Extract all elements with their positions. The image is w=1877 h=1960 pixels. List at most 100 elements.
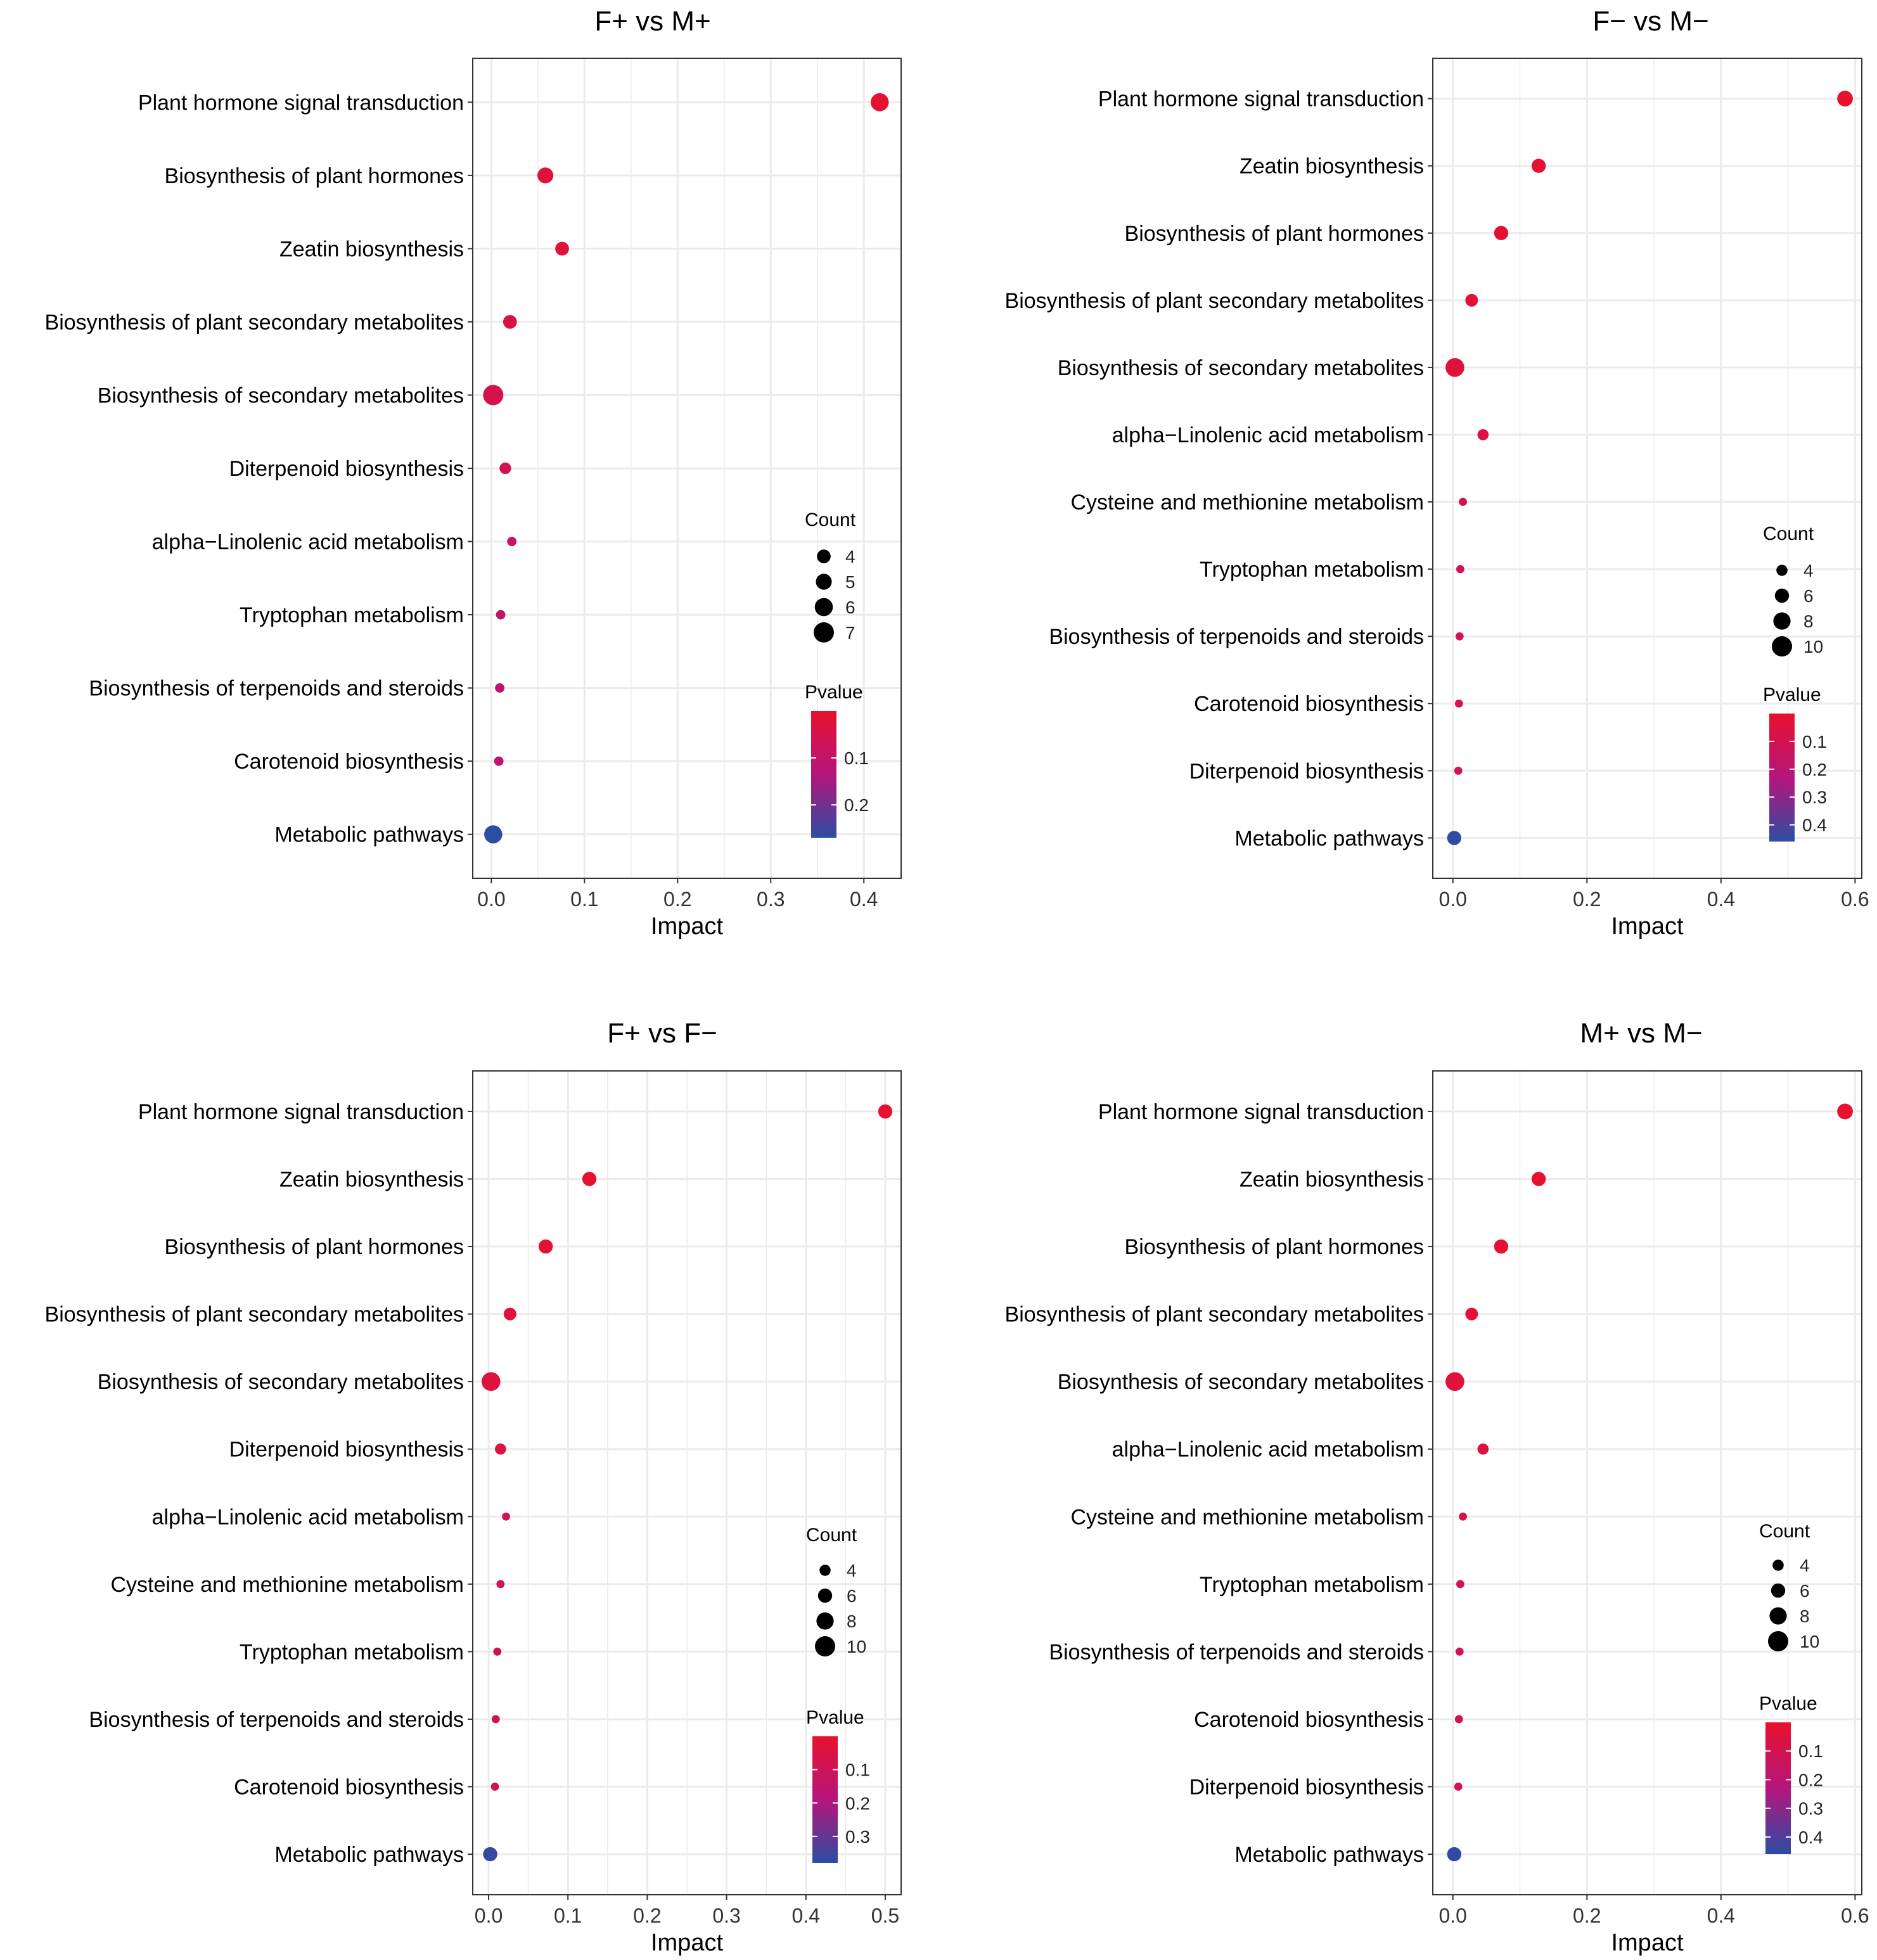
y-tick-label-carotenoid-biosynthesis: Carotenoid biosynthesis xyxy=(1194,1708,1424,1732)
y-tick-label-tryptophan-metabolism: Tryptophan metabolism xyxy=(240,1640,464,1664)
legend-count-dot xyxy=(1772,636,1792,657)
legend-count-dot xyxy=(814,598,833,617)
y-tick-label-alpha-linolenic-acid-metabolism: alpha−Linolenic acid metabolism xyxy=(1112,423,1424,447)
legend-count-label: 8 xyxy=(847,1611,857,1631)
y-tick-label-cysteine-and-methionine-metabolism: Cysteine and methionine metabolism xyxy=(1070,1505,1424,1529)
y-tick-label-diterpenoid-biosynthesis: Diterpenoid biosynthesis xyxy=(1189,759,1424,783)
y-tick-label-plant-hormone-signal-transduction: Plant hormone signal transduction xyxy=(138,91,464,115)
x-axis-title: Impact xyxy=(651,913,723,940)
x-axis-title: Impact xyxy=(1611,913,1683,940)
legend-count-dot xyxy=(817,1588,833,1603)
y-tick-label-biosynthesis-of-plant-secondary-metabolites: Biosynthesis of plant secondary metaboli… xyxy=(1005,1303,1424,1327)
y-tick-label-diterpenoid-biosynthesis: Diterpenoid biosynthesis xyxy=(229,1438,464,1462)
point-carotenoid-biosynthesis xyxy=(494,756,504,766)
point-biosynthesis-of-secondary-metabolites xyxy=(483,385,504,406)
y-tick-label-metabolic-pathways: Metabolic pathways xyxy=(1234,1843,1424,1867)
point-diterpenoid-biosynthesis xyxy=(1454,766,1463,775)
legend-count-title: Count xyxy=(1759,1521,1810,1542)
y-tick-label-biosynthesis-of-plant-hormones: Biosynthesis of plant hormones xyxy=(1125,222,1424,246)
legend-count-label: 8 xyxy=(1800,1606,1810,1626)
point-plant-hormone-signal-transduction xyxy=(1837,1103,1853,1120)
legend-count-dot xyxy=(819,1565,831,1576)
point-diterpenoid-biosynthesis xyxy=(495,1443,506,1455)
legend-pvalue-title: Pvalue xyxy=(805,682,863,703)
legend-count-label: 6 xyxy=(1800,1581,1810,1601)
point-diterpenoid-biosynthesis xyxy=(499,462,511,475)
legend-count-label: 5 xyxy=(845,572,855,592)
panel-f-plus-vs-m-plus: F+ vs M+ Plant hormone signal transductio… xyxy=(45,6,902,940)
y-tick-label-carotenoid-biosynthesis: Carotenoid biosynthesis xyxy=(234,750,464,774)
point-alpha-linolenic-acid-metabolism xyxy=(502,1512,510,1521)
point-biosynthesis-of-secondary-metabolites xyxy=(1445,1372,1464,1391)
legend-count-label: 7 xyxy=(845,623,855,643)
point-plant-hormone-signal-transduction xyxy=(878,1104,893,1119)
legend-count-label: 4 xyxy=(845,547,855,567)
legend-count-title: Count xyxy=(805,509,856,530)
y-tick-label-metabolic-pathways: Metabolic pathways xyxy=(1234,826,1424,850)
point-biosynthesis-of-terpenoids-and-steroids xyxy=(1455,1647,1464,1656)
legend-pvalue-label: 0.1 xyxy=(1802,732,1827,752)
point-biosynthesis-of-plant-secondary-metabolites xyxy=(1465,293,1478,307)
y-tick-label-carotenoid-biosynthesis: Carotenoid biosynthesis xyxy=(1194,692,1424,716)
legend-count-dot xyxy=(1774,588,1790,603)
y-tick-label-biosynthesis-of-secondary-metabolites: Biosynthesis of secondary metabolites xyxy=(98,383,464,407)
x-tick-label: 0.0 xyxy=(1438,1904,1466,1927)
point-biosynthesis-of-plant-hormones xyxy=(538,1239,553,1254)
y-tick-label-alpha-linolenic-acid-metabolism: alpha−Linolenic acid metabolism xyxy=(152,530,464,554)
y-tick-label-cysteine-and-methionine-metabolism: Cysteine and methionine metabolism xyxy=(1070,490,1424,515)
point-biosynthesis-of-secondary-metabolites xyxy=(481,1372,501,1391)
legend-pvalue-colorbar xyxy=(811,711,836,838)
legend-count-dot xyxy=(1773,612,1791,630)
panel-f-plus-vs-f-minus: F+ vs F− Plant hormone signal transductio… xyxy=(45,1018,902,1956)
x-tick-label: 0.2 xyxy=(633,1904,661,1927)
legend-count-title: Count xyxy=(806,1525,857,1546)
x-tick-label: 0.1 xyxy=(554,1904,582,1927)
y-tick-label-plant-hormone-signal-transduction: Plant hormone signal transduction xyxy=(1098,1100,1424,1124)
y-tick-label-diterpenoid-biosynthesis: Diterpenoid biosynthesis xyxy=(1189,1776,1424,1800)
y-tick-label-biosynthesis-of-secondary-metabolites: Biosynthesis of secondary metabolites xyxy=(1058,356,1424,380)
legend-pvalue-title: Pvalue xyxy=(1759,1693,1817,1714)
y-tick-label-biosynthesis-of-plant-secondary-metabolites: Biosynthesis of plant secondary metaboli… xyxy=(1005,289,1424,313)
y-tick-label-biosynthesis-of-plant-hormones: Biosynthesis of plant hormones xyxy=(1125,1235,1424,1259)
chart-title: M+ vs M− xyxy=(1580,1018,1702,1049)
legend-pvalue-title: Pvalue xyxy=(806,1707,864,1728)
y-tick-label-tryptophan-metabolism: Tryptophan metabolism xyxy=(1200,558,1424,582)
y-tick-label-zeatin-biosynthesis: Zeatin biosynthesis xyxy=(279,237,464,261)
point-zeatin-biosynthesis xyxy=(1531,1172,1546,1186)
legend-count-dot xyxy=(814,622,834,643)
point-alpha-linolenic-acid-metabolism xyxy=(1477,1443,1489,1455)
legend-count-dot xyxy=(817,549,831,563)
x-tick-label: 0.1 xyxy=(570,888,598,911)
x-axis-title: Impact xyxy=(651,1930,723,1956)
point-plant-hormone-signal-transduction xyxy=(870,93,889,112)
point-zeatin-biosynthesis xyxy=(555,241,569,256)
panel-f-minus-vs-m-minus: F− vs M− Plant hormone signal transductio… xyxy=(1005,6,1869,940)
point-tryptophan-metabolism xyxy=(1456,1580,1464,1589)
legend-pvalue-label: 0.2 xyxy=(1798,1770,1823,1790)
y-tick-label-tryptophan-metabolism: Tryptophan metabolism xyxy=(240,603,464,627)
legend-pvalue-label: 0.1 xyxy=(845,1760,870,1780)
legend-count-label: 6 xyxy=(847,1586,857,1606)
point-alpha-linolenic-acid-metabolism xyxy=(507,537,517,546)
chart-title: F+ vs M+ xyxy=(594,6,710,37)
x-tick-label: 0.6 xyxy=(1841,1904,1869,1927)
y-tick-label-tryptophan-metabolism: Tryptophan metabolism xyxy=(1200,1573,1424,1597)
y-tick-label-zeatin-biosynthesis: Zeatin biosynthesis xyxy=(1240,1167,1424,1191)
x-tick-label: 0.3 xyxy=(757,888,785,911)
point-cysteine-and-methionine-metabolism xyxy=(1459,497,1468,506)
point-metabolic-pathways xyxy=(483,1847,497,1862)
legend-pvalue-label: 0.2 xyxy=(845,1793,870,1813)
plot-frame xyxy=(1432,58,1862,879)
y-tick-label-diterpenoid-biosynthesis: Diterpenoid biosynthesis xyxy=(229,457,464,481)
y-tick-label-biosynthesis-of-terpenoids-and-steroids: Biosynthesis of terpenoids and steroids xyxy=(89,677,464,701)
point-cysteine-and-methionine-metabolism xyxy=(496,1580,505,1589)
y-tick-label-zeatin-biosynthesis: Zeatin biosynthesis xyxy=(279,1167,464,1191)
legend-count-label: 8 xyxy=(1803,612,1814,631)
y-tick-label-biosynthesis-of-terpenoids-and-steroids: Biosynthesis of terpenoids and steroids xyxy=(1049,1640,1424,1664)
y-tick-label-carotenoid-biosynthesis: Carotenoid biosynthesis xyxy=(234,1776,464,1800)
point-tryptophan-metabolism xyxy=(493,1647,502,1656)
point-zeatin-biosynthesis xyxy=(582,1172,597,1186)
legend-count-dot xyxy=(1769,1607,1787,1625)
point-metabolic-pathways xyxy=(1447,1847,1462,1862)
